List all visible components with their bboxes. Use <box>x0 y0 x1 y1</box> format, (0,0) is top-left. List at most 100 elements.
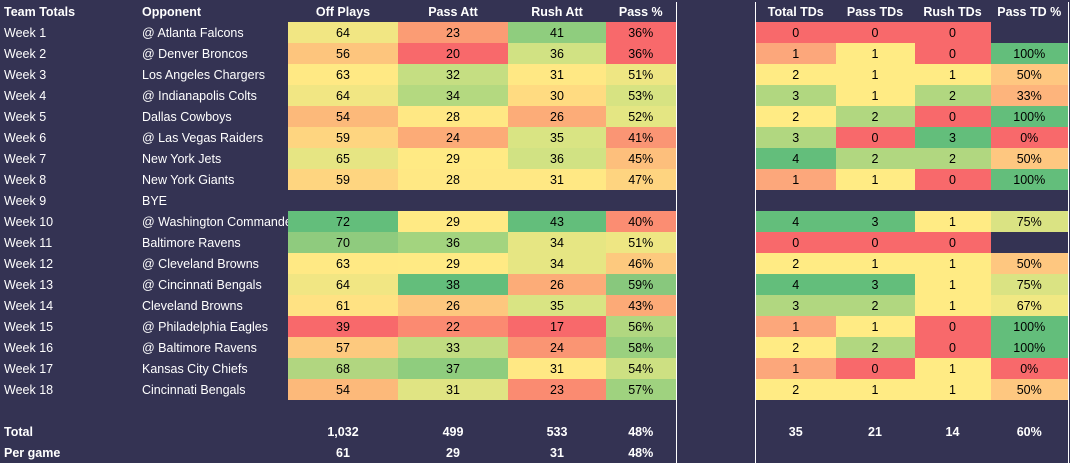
rush-tds-cell: 1 <box>914 64 991 85</box>
total-tds-cell: 2 <box>755 379 836 400</box>
pass-att-cell: 32 <box>398 64 508 85</box>
pass-td-pct-cell: 50% <box>990 64 1069 85</box>
opponent-cell: @ Atlanta Falcons <box>142 25 244 40</box>
header-total-tds: Total TDs <box>767 5 824 19</box>
header-pass-att: Pass Att <box>428 5 478 19</box>
total-tds-cell: 0 <box>755 232 836 253</box>
rush-tds-cell: 1 <box>914 295 991 316</box>
total-pass-att: 499 <box>442 424 464 439</box>
table-row: Week 8 New York Giants 59 28 31 47% <box>0 169 676 190</box>
pass-pct-cell: 59% <box>606 274 676 295</box>
pass-td-pct-cell: 33% <box>990 85 1069 106</box>
pass-td-pct-cell: 100% <box>990 316 1069 337</box>
off-plays-cell: 64 <box>288 85 398 106</box>
pass-pct-cell: 57% <box>606 379 676 400</box>
pass-pct-cell: 56% <box>606 316 676 337</box>
total-tds-cell: 2 <box>755 337 836 358</box>
pass-att-cell: 33 <box>398 337 508 358</box>
total-pass-pct: 48% <box>628 424 654 439</box>
total-row: 35 21 14 60% <box>756 421 1069 442</box>
pass-pct-cell: 45% <box>606 148 676 169</box>
pass-att-cell: 26 <box>398 295 508 316</box>
table-row: 2 1 1 50% <box>755 253 1069 274</box>
rush-att-cell: 31 <box>508 358 606 379</box>
opponent-cell: Los Angeles Chargers <box>142 67 265 82</box>
table-row: 3 1 2 33% <box>755 85 1069 106</box>
total-tds-cell: 4 <box>755 148 836 169</box>
table-row: Week 14 Cleveland Browns 61 26 35 43% <box>0 295 676 316</box>
week-label: Week 8 <box>4 172 47 187</box>
rush-tds-cell: 2 <box>914 148 991 169</box>
total-tds-cell: 1 <box>755 43 836 64</box>
opponent-cell: @ Baltimore Ravens <box>142 340 257 355</box>
off-plays-cell: 56 <box>288 43 398 64</box>
pass-tds-cell: 1 <box>835 43 915 64</box>
off-plays-cell: 64 <box>288 274 398 295</box>
rush-tds-cell: 0 <box>914 43 991 64</box>
per-game-pass-pct: 48% <box>628 445 654 460</box>
rush-att-cell: 34 <box>508 253 606 274</box>
week-label: Week 2 <box>4 46 47 61</box>
pass-tds-cell: 0 <box>835 232 915 253</box>
pass-td-pct-cell: 75% <box>990 274 1069 295</box>
pass-pct-cell: 52% <box>606 106 676 127</box>
total-tds-cell: 2 <box>755 106 836 127</box>
pass-att-cell: 23 <box>398 22 508 43</box>
pass-tds-cell: 2 <box>835 106 915 127</box>
pass-pct-cell: 47% <box>606 169 676 190</box>
total-tds-cell: 3 <box>755 127 836 148</box>
off-plays-cell: 61 <box>288 295 398 316</box>
table-row: Week 10 @ Washington Commanders 72 29 43 40% <box>0 211 676 232</box>
pass-td-pct-cell: 0% <box>990 358 1069 379</box>
rush-att-cell: 30 <box>508 85 606 106</box>
pass-td-pct-cell: 100% <box>990 106 1069 127</box>
rush-att-cell <box>508 190 606 211</box>
pass-att-cell: 29 <box>398 253 508 274</box>
pass-pct-cell: 36% <box>606 22 676 43</box>
total-tds-cell: 1 <box>755 358 836 379</box>
off-plays-cell: 63 <box>288 253 398 274</box>
week-label: Week 4 <box>4 88 47 103</box>
pass-att-cell: 22 <box>398 316 508 337</box>
opponent-cell: New York Jets <box>142 151 222 166</box>
week-label: Week 11 <box>4 235 53 250</box>
week-label: Week 17 <box>4 361 54 376</box>
table-row: Week 3 Los Angeles Chargers 63 32 31 51% <box>0 64 676 85</box>
pass-pct-cell: 40% <box>606 211 676 232</box>
pass-tds-cell: 2 <box>835 337 915 358</box>
rush-att-cell: 43 <box>508 211 606 232</box>
rush-tds-cell: 1 <box>914 253 991 274</box>
pass-pct-cell: 43% <box>606 295 676 316</box>
total-rush-att: 533 <box>546 424 568 439</box>
opponent-cell: @ Indianapolis Colts <box>142 88 257 103</box>
opponent-cell: BYE <box>142 193 168 208</box>
pass-pct-cell: 54% <box>606 358 676 379</box>
header-pass-pct: Pass % <box>618 5 663 19</box>
week-label: Week 9 <box>4 193 47 208</box>
pass-pct-cell: 58% <box>606 337 676 358</box>
total-tds-cell: 2 <box>755 253 836 274</box>
pass-att-cell: 31 <box>398 379 508 400</box>
per-game-off-plays: 61 <box>336 445 350 460</box>
total-tds-cell: 0 <box>755 22 836 43</box>
pass-att-cell: 29 <box>398 148 508 169</box>
total-row: Total 1,032 499 533 48% <box>0 421 676 442</box>
opponent-cell: @ Cincinnati Bengals <box>142 277 262 292</box>
total-off-plays: 1,032 <box>327 424 359 439</box>
rush-tds-cell: 0 <box>914 169 991 190</box>
pass-pct-cell: 53% <box>606 85 676 106</box>
pass-td-pct-cell: 75% <box>990 211 1069 232</box>
pass-tds-cell: 1 <box>835 85 915 106</box>
total-rush-tds: 14 <box>945 424 960 439</box>
rush-att-cell: 26 <box>508 274 606 295</box>
table-row: 1 1 0 100% <box>755 43 1069 64</box>
table-row: Week 1 @ Atlanta Falcons 64 23 41 36% <box>0 22 676 43</box>
week-label: Week 15 <box>4 319 54 334</box>
table-row: 4 2 2 50% <box>755 148 1069 169</box>
week-label: Week 16 <box>4 340 54 355</box>
pass-pct-cell: 41% <box>606 127 676 148</box>
pass-tds-cell <box>836 190 915 211</box>
rush-tds-cell: 1 <box>914 274 991 295</box>
rush-att-cell: 26 <box>508 106 606 127</box>
off-plays-cell: 63 <box>288 64 398 85</box>
